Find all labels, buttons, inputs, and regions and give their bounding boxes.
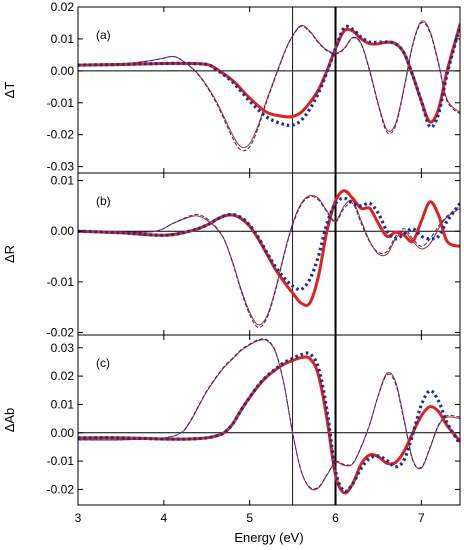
x-tick-label: 4 <box>160 511 167 525</box>
y-tick-label: 0.00 <box>51 64 75 78</box>
series-line-dotted-blue <box>78 196 460 292</box>
x-tick-label: 6 <box>332 511 339 525</box>
panel-b: 0.01 0.00 -0.01 -0.02 (b) ΔR <box>2 172 461 339</box>
y-tick-label: -0.01 <box>47 454 75 468</box>
y-tick-label: -0.01 <box>47 275 75 289</box>
x-tick-label: 7 <box>418 511 425 525</box>
series-line-thin-dashed-blue <box>78 21 460 152</box>
series-group <box>78 338 460 495</box>
x-tick-label: 5 <box>246 511 253 525</box>
panel-label: (b) <box>96 194 111 208</box>
plot-frame <box>77 6 461 174</box>
x-axis-label: Energy (eV) <box>234 530 303 545</box>
panel-label: (a) <box>96 28 111 42</box>
y-axis-label: ΔAb <box>2 408 17 433</box>
y-tick-label: 0.01 <box>51 174 75 188</box>
y-tick-label: 0.00 <box>51 426 75 440</box>
series-line-dotted-blue <box>78 351 460 493</box>
series-line-thin-dashed-blue <box>78 338 460 490</box>
y-tick-label: -0.02 <box>47 482 75 496</box>
y-tick-label: -0.01 <box>47 96 75 110</box>
y-tick-label: -0.02 <box>47 128 75 142</box>
panel-a: 0.02 0.01 0.00 -0.01 -0.02 -0.03 (a) ΔT <box>2 0 461 174</box>
y-axis-label: ΔT <box>2 82 17 99</box>
y-tick-label: 0.01 <box>51 32 75 46</box>
panel-label: (c) <box>96 356 110 370</box>
panel-c: 0.03 0.02 0.01 0.00 -0.01 -0.02 3 4 5 6 7 (c) ΔAb Ene… <box>2 334 461 545</box>
y-tick-label: 0.02 <box>51 369 75 383</box>
y-tick-label: 0.00 <box>51 224 75 238</box>
series-line-thin-red <box>78 20 460 148</box>
series-group <box>78 189 460 328</box>
plot-frame <box>77 334 461 506</box>
series-line-thick-red <box>78 23 460 124</box>
series-line-thick-red <box>78 189 460 307</box>
series-line-dotted-blue <box>78 24 460 129</box>
x-tick-label: 3 <box>75 511 82 525</box>
series-group <box>78 20 460 152</box>
series-line-thin-dashed-blue <box>78 196 460 328</box>
y-tick-label: -0.03 <box>47 160 75 174</box>
y-tick-label: -0.02 <box>47 325 75 339</box>
series-line-thick-red <box>78 355 460 495</box>
y-tick-label: 0.02 <box>51 0 75 14</box>
y-axis-label: ΔR <box>2 245 17 263</box>
y-tick-label: 0.01 <box>51 397 75 411</box>
y-tick-label: 0.03 <box>51 341 75 355</box>
